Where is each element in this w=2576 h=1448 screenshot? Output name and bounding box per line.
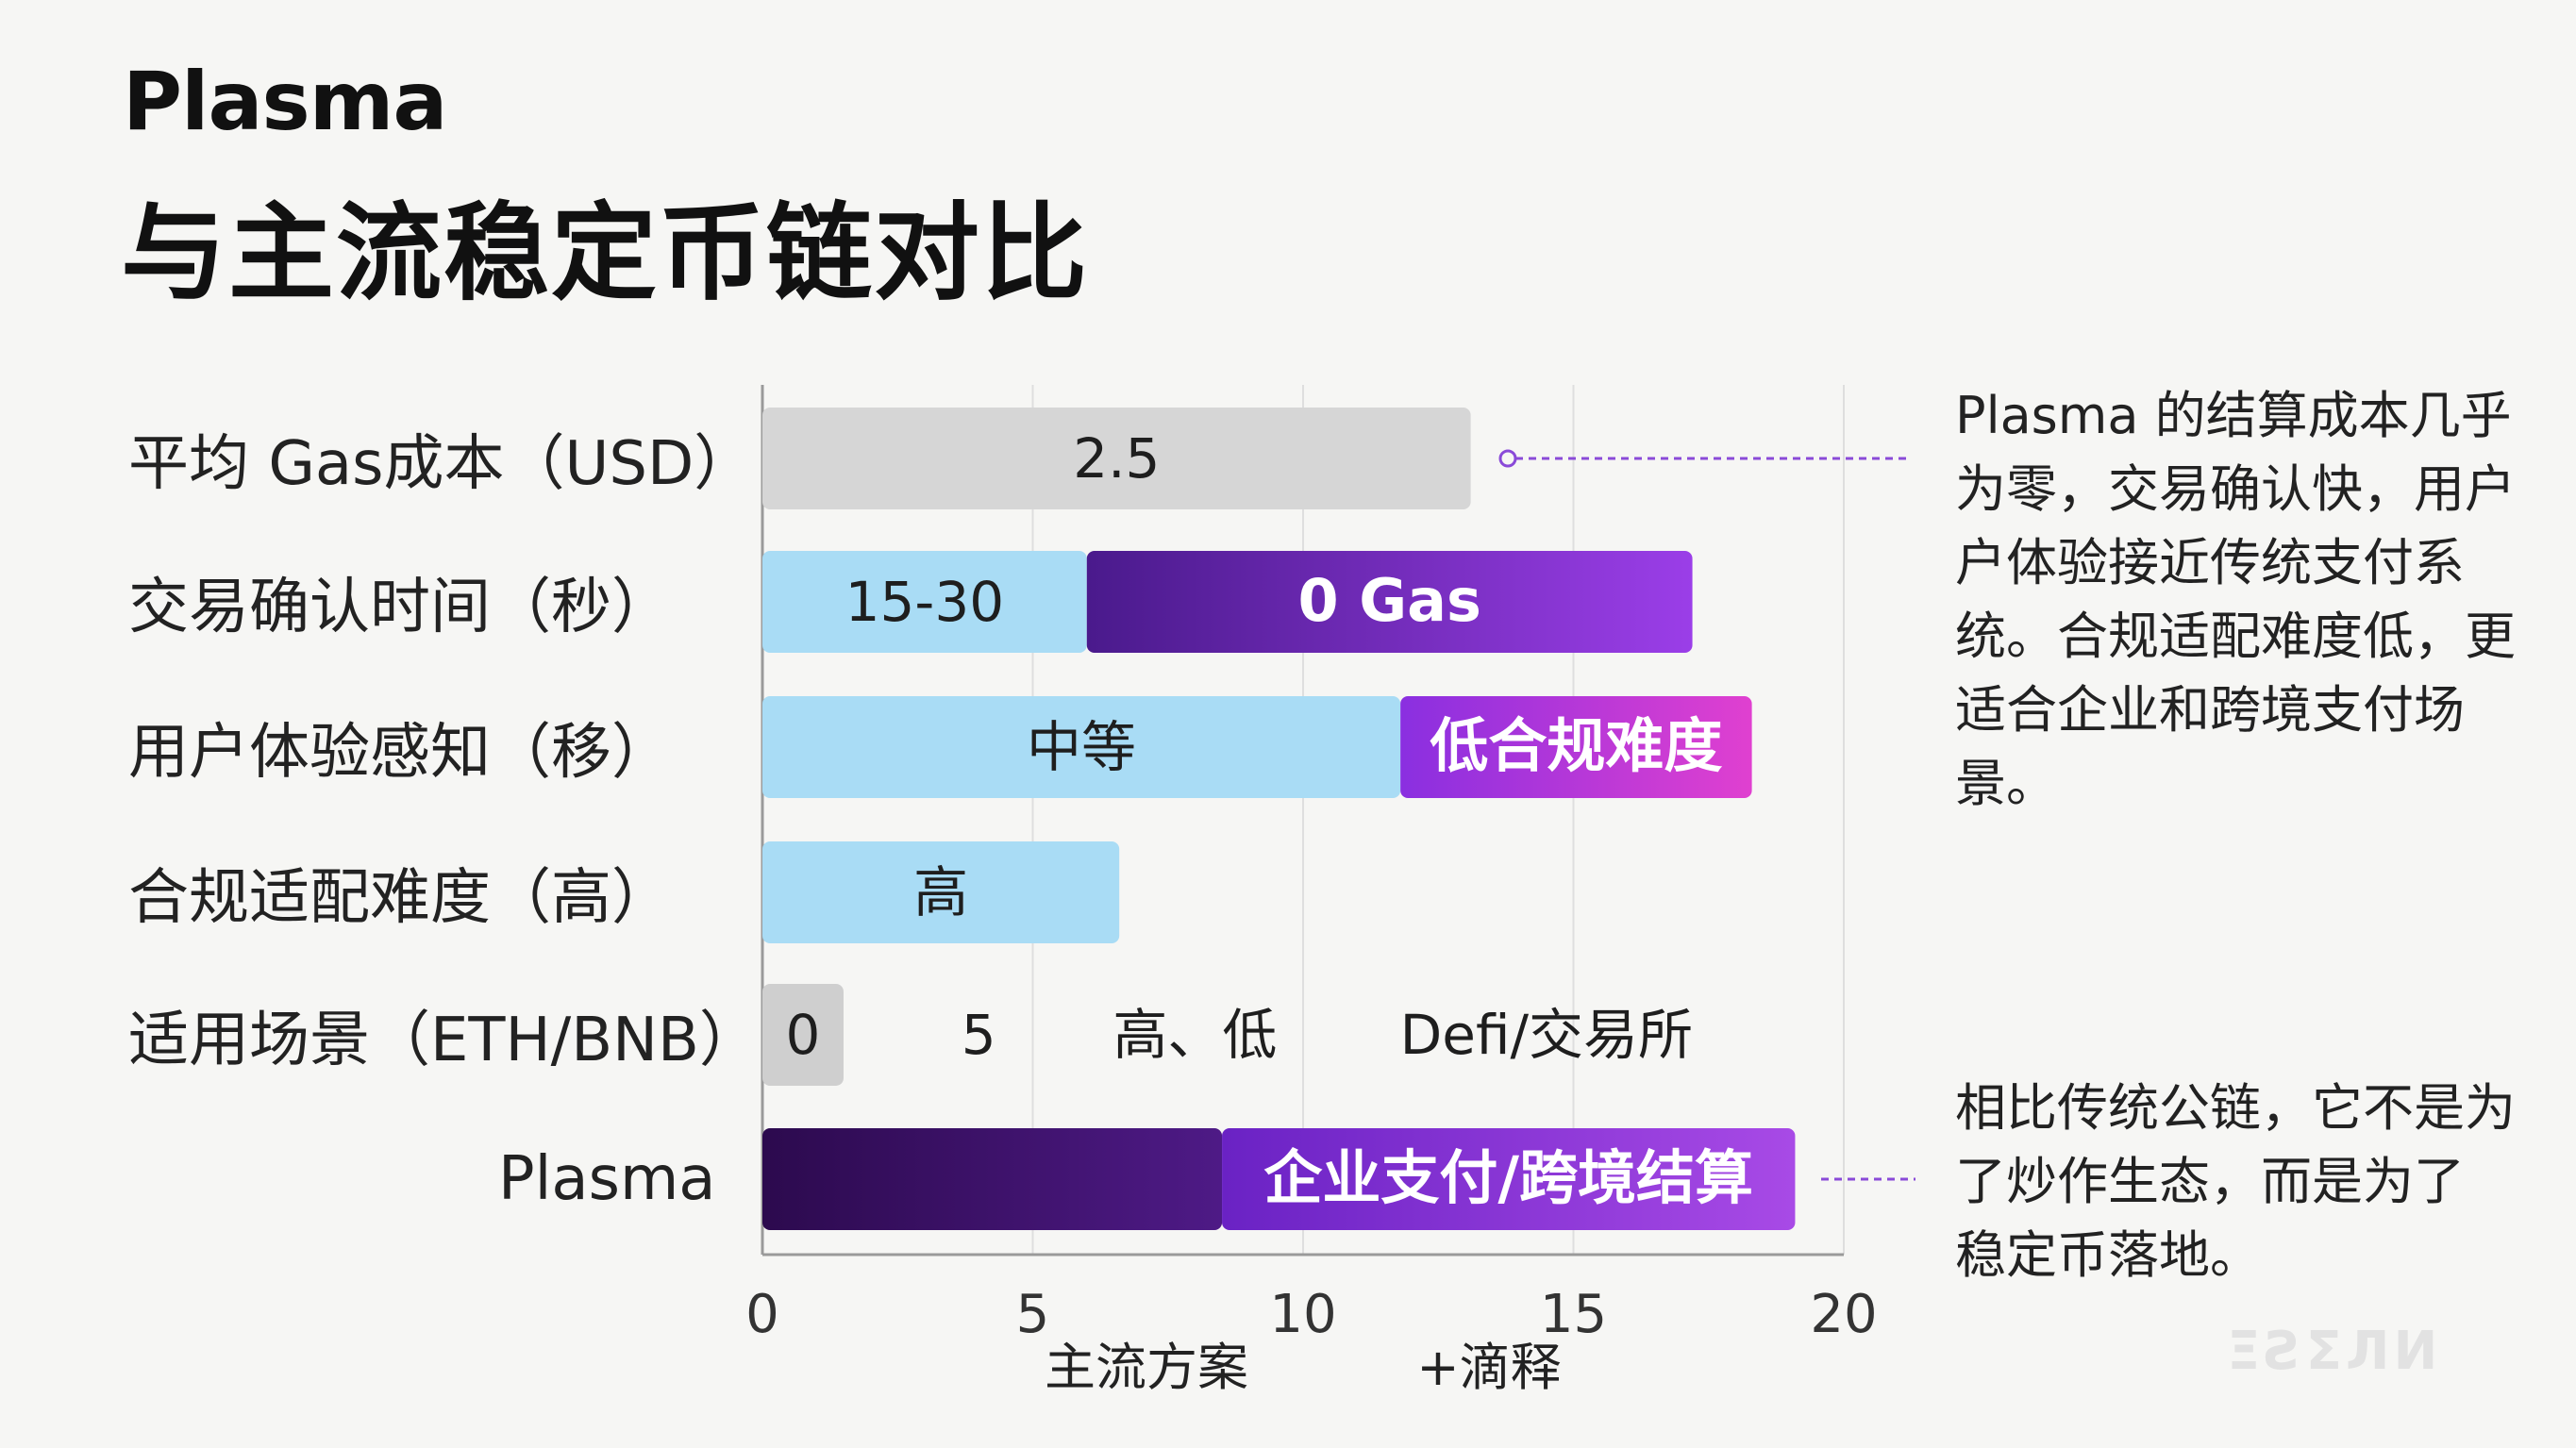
bar-label: 0 — [786, 1003, 821, 1067]
category-label: 适用场景（ETH/BNB） — [128, 1006, 760, 1075]
bar-row5-7 — [762, 1128, 1223, 1230]
bar-row2-3 — [762, 696, 1401, 798]
row-inline-text: 5 — [962, 1003, 996, 1067]
bar-label: 2.5 — [1073, 426, 1160, 491]
note-line: 相比传统公链，它不是为 — [1955, 1078, 2516, 1138]
annotation-note-1: Plasma 的结算成本几乎 为零，交易确认快，用户 户体验接近传统支付系 统。合规适… — [1955, 379, 2516, 821]
x-tick-label: 5 — [1016, 1284, 1050, 1345]
category-label: 交易确认时间（秒） — [128, 573, 672, 642]
x-tick-label: 10 — [1269, 1284, 1336, 1345]
note-line: Plasma 的结算成本几乎 — [1955, 386, 2512, 445]
note-line: 户体验接近传统支付系 — [1955, 533, 2465, 592]
note1-connector-dot — [1498, 449, 1517, 468]
x-tick-label: 15 — [1540, 1284, 1607, 1345]
x-axis-label-right: +滴释 — [1416, 1338, 1561, 1397]
bar-row5-8 — [1222, 1128, 1796, 1230]
bar-label: 低合规难度 — [1430, 711, 1722, 780]
bar-row0-0 — [762, 408, 1471, 509]
note-line: 景。 — [1955, 754, 2057, 813]
note-line: 为零，交易确认快，用户 — [1955, 459, 2516, 519]
x-tick-label: 20 — [1810, 1284, 1877, 1345]
bar-row1-2 — [1086, 551, 1693, 653]
note-line: 适合企业和跨境支付场 — [1955, 680, 2465, 740]
category-label: 合规适配难度（高） — [128, 863, 672, 933]
x-axis-label-left: 主流方案 — [1045, 1338, 1248, 1397]
chart-title-line2: 与主流稳定币链对比 — [121, 192, 1089, 315]
note-line: 稳定币落地。 — [1955, 1225, 2261, 1285]
bar-label: 0 Gas — [1298, 566, 1481, 635]
annotation-note-2: 相比传统公链，它不是为 了炒作生态，而是为了 稳定币落地。 — [1955, 1072, 2516, 1292]
category-label: 用户体验感知（移） — [128, 718, 672, 788]
row-inline-text: Defi/交易所 — [1400, 1003, 1693, 1067]
watermark-logo: ΞƧƩЛИ — [2227, 1321, 2442, 1382]
chart-title-line1: Plasma — [123, 55, 447, 149]
x-tick-label: 0 — [745, 1284, 779, 1345]
note-line: 统。合规适配难度低，更 — [1955, 607, 2516, 666]
bar-label: 15-30 — [845, 570, 1005, 634]
bar-row4-6 — [762, 984, 844, 1086]
category-label: Plasma — [498, 1144, 716, 1214]
bar-label: 企业支付/跨境结算 — [1263, 1143, 1753, 1212]
row-inline-text: 高、低 — [1112, 1003, 1277, 1067]
bar-label: 高 — [913, 860, 968, 924]
bar-row3-5 — [762, 841, 1120, 943]
note-line: 了炒作生态，而是为了 — [1955, 1152, 2465, 1211]
category-label: 平均 Gas成本（USD） — [128, 429, 755, 499]
bar-label: 中等 — [1027, 715, 1136, 779]
bar-row2-4 — [1400, 696, 1752, 798]
bar-row1-1 — [762, 551, 1087, 653]
